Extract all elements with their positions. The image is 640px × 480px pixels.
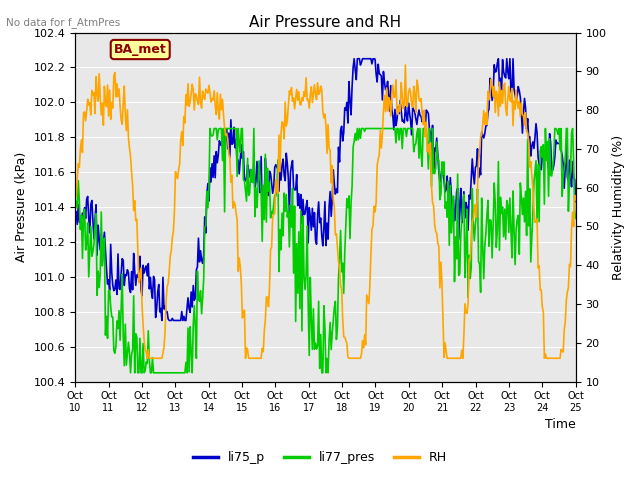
Title: Air Pressure and RH: Air Pressure and RH — [250, 15, 401, 30]
X-axis label: Time: Time — [545, 419, 576, 432]
Y-axis label: Air Pressure (kPa): Air Pressure (kPa) — [15, 152, 28, 262]
Y-axis label: Relativity Humidity (%): Relativity Humidity (%) — [612, 134, 625, 280]
Text: BA_met: BA_met — [114, 43, 166, 56]
Text: No data for f_AtmPres: No data for f_AtmPres — [6, 17, 121, 28]
Legend: li75_p, li77_pres, RH: li75_p, li77_pres, RH — [188, 446, 452, 469]
